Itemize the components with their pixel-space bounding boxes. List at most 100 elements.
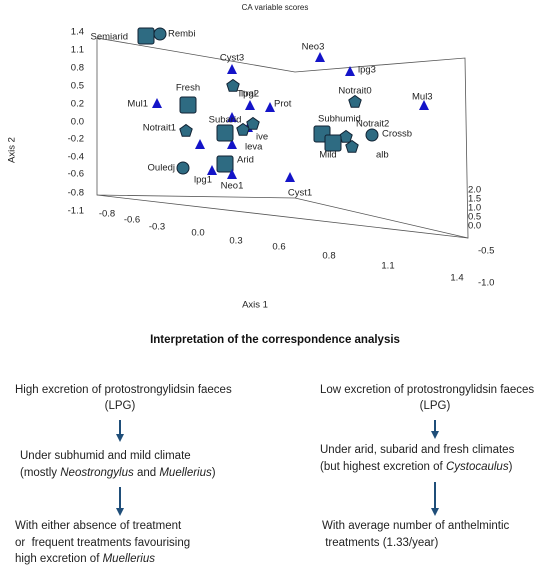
x-tick-label: 0.6 <box>272 242 285 253</box>
text-line: Under subhumid and mild climate <box>20 450 191 462</box>
plot-frame <box>96 194 469 239</box>
point-label: Notrait1 <box>143 123 176 134</box>
x-axis-label: Axis 1 <box>242 300 268 311</box>
point-label: Neo3 <box>302 42 325 53</box>
x-tick-label: 1.1 <box>381 261 394 272</box>
triangle-marker <box>285 172 295 182</box>
point-label: Subhumid <box>318 114 361 125</box>
italic-text: Muellerius <box>102 553 156 565</box>
point-label: Semiarid <box>91 32 129 43</box>
text-line: With average number of anthelmintic <box>322 520 509 532</box>
text-line: (mostly Neostrongylus and Muellerius) <box>20 467 216 479</box>
circle-marker <box>153 27 167 41</box>
point-label: Mul3 <box>412 92 433 103</box>
text-line: (LPG) <box>420 400 451 412</box>
z-tick-label: 1.5 <box>468 194 481 205</box>
ca-plot: CA variable scores Axis 2 Axis 1 1.4 1.1 0… <box>7 3 495 311</box>
pentagon-marker <box>348 94 362 108</box>
text-line: Under arid, subarid and fresh climates <box>320 444 514 456</box>
point-label: alb <box>376 150 389 161</box>
italic-text: Cystocaulus <box>445 461 509 473</box>
pentagon-marker <box>226 78 240 92</box>
y-tick-label: -0.6 <box>68 169 84 180</box>
point-label: Mul1 <box>127 99 148 110</box>
text: (LPG) <box>419 400 451 412</box>
text: or frequent treatments favourising <box>15 537 191 549</box>
x-tick-label: 0.8 <box>322 251 335 262</box>
triangle-marker <box>227 139 237 149</box>
point-label: Ttrai <box>237 89 256 100</box>
y-tick-label: 0.8 <box>71 63 84 74</box>
y-tick-label: 0.2 <box>71 99 84 110</box>
point-label: Notrait0 <box>338 86 371 97</box>
triangle-marker <box>419 100 429 110</box>
pentagon-marker <box>179 123 193 137</box>
z-tick-label: 0.0 <box>468 221 481 232</box>
point-label: leva <box>245 142 263 153</box>
point-label: Rembi <box>168 29 195 40</box>
text: high excretion of <box>15 553 103 565</box>
z-tick-label: 2.0 <box>468 185 481 196</box>
point-label: Prot <box>274 99 292 110</box>
x-tick-label: 0.0 <box>191 228 204 239</box>
circle-marker <box>365 128 379 142</box>
text: treatments (1.33/year) <box>322 537 439 549</box>
triangle-marker <box>245 100 255 110</box>
text: With average number of anthelmintic <box>322 520 510 532</box>
italic-text: Neostrongylus <box>60 467 134 479</box>
point-label: Notrait2 <box>356 119 389 130</box>
square-marker <box>216 124 234 142</box>
y-tick-label: 0.5 <box>71 81 84 92</box>
point-label: Mild <box>319 150 336 161</box>
triangle-marker <box>345 66 355 76</box>
pentagon-marker <box>345 139 359 153</box>
triangle-marker <box>207 165 217 175</box>
y-tick-label: 0.0 <box>71 117 84 128</box>
text-line: or frequent treatments favourising <box>15 537 190 549</box>
plot-title: CA variable scores <box>242 3 309 12</box>
point-label: lpg2 <box>241 89 259 100</box>
section-title: Interpretation of the correspondence ana… <box>150 334 400 346</box>
point-label: Fresh <box>176 83 200 94</box>
triangle-marker <box>265 102 275 112</box>
y-tick-label: 1.1 <box>71 45 84 56</box>
z-tick-label: 0.5 <box>468 212 481 223</box>
text: High excretion of protostrongylidsin fae… <box>15 384 232 396</box>
z-tick-label: -1.0 <box>478 278 494 289</box>
triangle-marker <box>227 112 237 122</box>
point-label: lpg3 <box>358 65 376 76</box>
text: and <box>133 467 160 479</box>
triangle-marker <box>315 52 325 62</box>
y-tick-label: -0.2 <box>68 134 84 145</box>
point-label: Neo1 <box>221 181 244 192</box>
square-marker <box>179 96 197 114</box>
x-tick-label: 1.4 <box>450 273 463 284</box>
pentagon-marker <box>246 116 260 130</box>
text-line: High excretion of protostrongylidsin fae… <box>15 384 232 396</box>
y-tick-label: -1.1 <box>68 206 84 217</box>
text: ) <box>508 461 513 473</box>
point-label: Crossb <box>382 129 412 140</box>
x-tick-label: -0.8 <box>99 209 115 220</box>
text: Under arid, subarid and fresh climates <box>320 444 515 456</box>
text: ) <box>211 467 216 479</box>
z-tick-label: -0.5 <box>478 246 494 257</box>
text: Under subhumid and mild climate <box>20 450 191 462</box>
point-label: Cyst3 <box>220 53 244 64</box>
text: (mostly <box>20 467 61 479</box>
text-line: With either absence of treatment <box>15 520 181 532</box>
point-label: ive <box>256 132 268 143</box>
circle-marker <box>176 161 190 175</box>
italic-text: Muellerius <box>159 467 212 479</box>
square-marker <box>324 134 342 152</box>
point-label: Subarid <box>209 115 242 126</box>
square-marker <box>216 155 234 173</box>
x-tick-label: 0.3 <box>229 236 242 247</box>
text-line: treatments (1.33/year) <box>322 537 438 549</box>
triangle-marker <box>152 98 162 108</box>
text: With either absence of treatment <box>15 520 182 532</box>
point-label: Ouledj <box>148 163 175 174</box>
y-axis-label: Axis 2 <box>7 137 18 163</box>
plot-frame <box>96 37 469 239</box>
y-tick-label: -0.4 <box>68 152 84 163</box>
